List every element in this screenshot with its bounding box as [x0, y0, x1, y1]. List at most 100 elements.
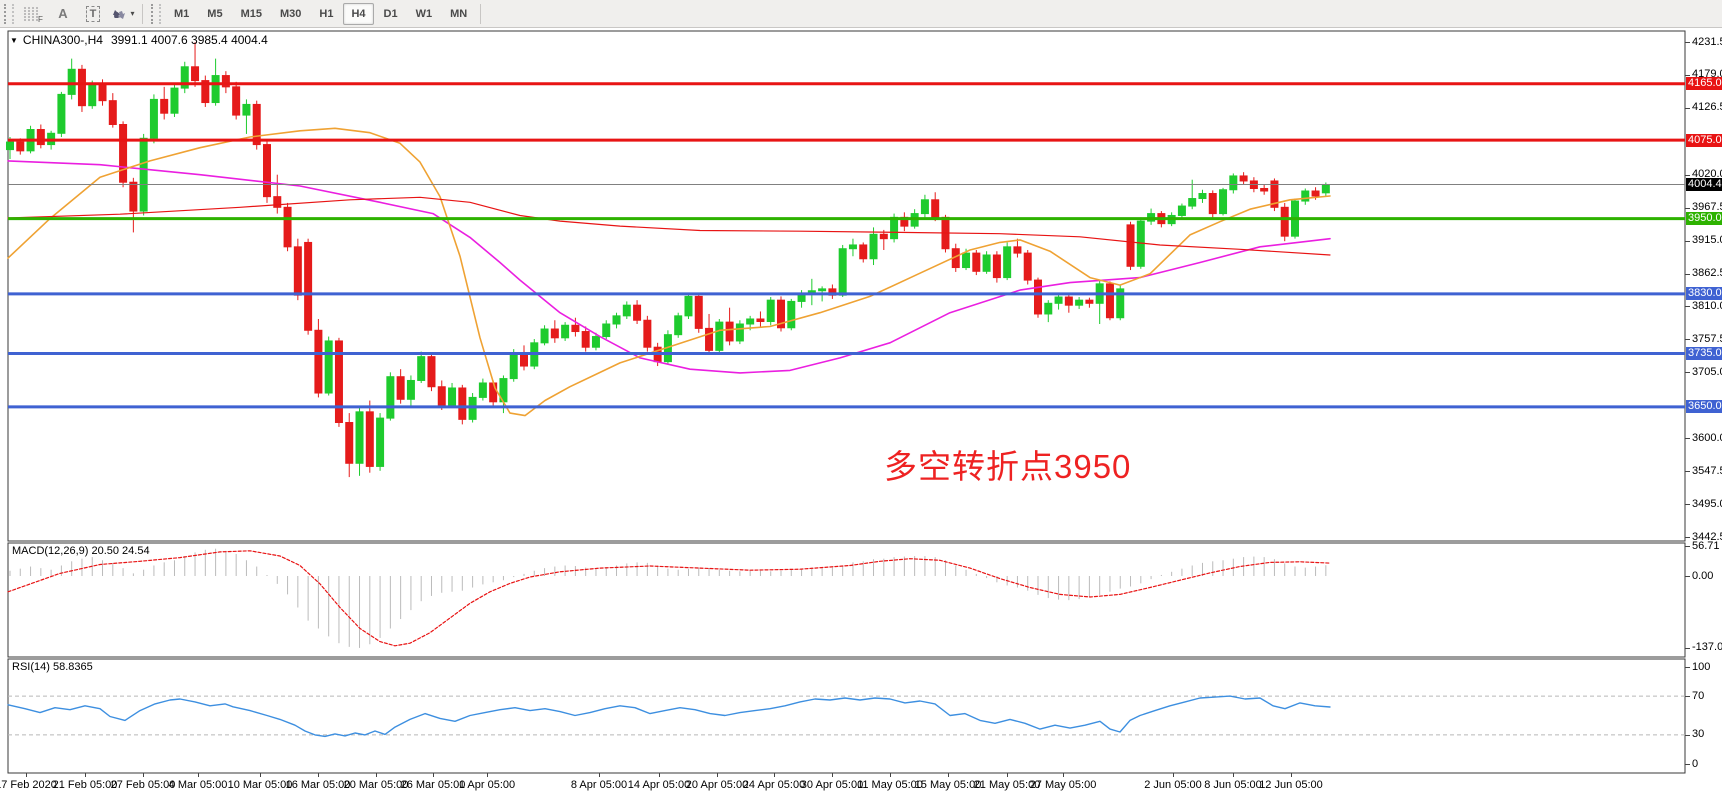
- annotation-text[interactable]: 多空转折点3950: [884, 448, 1132, 485]
- timeframe-button-m30[interactable]: M30: [279, 7, 302, 20]
- toolbar-drag-handle[interactable]: [4, 3, 14, 24]
- date-tick-label: 1 Apr 05:00: [458, 779, 516, 791]
- ma-line-orange: [7, 127, 1331, 417]
- candle-body: [735, 323, 744, 342]
- candle-body: [818, 288, 827, 292]
- date-tick-label: 20 Mar 05:00: [343, 779, 409, 791]
- candle-body: [437, 386, 446, 407]
- date-tick-mark: [143, 773, 144, 777]
- toolbar-separator: [142, 3, 143, 24]
- price-tick-label: 3862.5: [1692, 267, 1722, 279]
- candle-body: [263, 144, 271, 198]
- price-tick-label: 4126.5: [1692, 101, 1722, 114]
- candle-body: [622, 304, 631, 317]
- candle-body: [129, 181, 138, 212]
- arrows-tool-button[interactable]: ▾: [110, 2, 136, 26]
- date-tick-label: 17 Feb 2020: [0, 779, 57, 791]
- price-tick-label: 3705.0: [1692, 365, 1722, 378]
- candle-body: [962, 252, 971, 269]
- candle-body: [1085, 299, 1094, 304]
- date-tick-mark: [599, 773, 600, 777]
- candle-body: [88, 83, 97, 107]
- axis-tick-mark: [1685, 667, 1690, 668]
- fibonacci-tool-button[interactable]: F: [20, 2, 46, 26]
- candle-body: [1003, 246, 1012, 279]
- candle-body: [879, 233, 888, 240]
- candle-body: [859, 244, 868, 260]
- candle-body: [108, 100, 117, 126]
- arrows-icon: [113, 9, 126, 19]
- candle-body: [170, 87, 179, 114]
- candle-body: [98, 83, 107, 102]
- candle-body: [509, 352, 518, 380]
- price-tick-label: 3810.0: [1692, 299, 1722, 312]
- date-tick-label: 27 May 05:00: [1029, 779, 1097, 791]
- candle-body: [694, 295, 703, 329]
- macd-scale-label: -137.01: [1692, 641, 1722, 654]
- timeframe-button-h4[interactable]: H4: [343, 2, 374, 25]
- date-tick-mark: [433, 773, 434, 777]
- candle-body: [427, 356, 436, 388]
- candle-body: [57, 93, 66, 134]
- candle-body: [1044, 302, 1053, 315]
- date-tick-label: 26 Mar 05:00: [400, 779, 466, 791]
- timeframe-button-d1[interactable]: D1: [383, 7, 398, 20]
- candle-body: [890, 216, 899, 240]
- date-tick-label: 21 May 05:00: [973, 779, 1041, 791]
- candle-body: [602, 323, 611, 338]
- price-tick-label: 4020.0: [1692, 168, 1722, 181]
- candle-body: [386, 376, 395, 419]
- rsi-scale-label: 0: [1692, 757, 1699, 770]
- label-tool-button[interactable]: T: [80, 2, 106, 26]
- timeframe-button-mn[interactable]: MN: [450, 7, 468, 20]
- candle-body: [77, 68, 86, 107]
- candle-body: [633, 304, 642, 321]
- candle-body: [221, 75, 230, 88]
- toolbar-drag-handle[interactable]: [151, 3, 161, 24]
- candle-body: [1054, 296, 1063, 304]
- candle-body: [448, 387, 457, 407]
- candle-body: [355, 411, 364, 464]
- candle-body: [232, 86, 241, 116]
- candle-body: [550, 328, 559, 339]
- axis-tick-mark: [1685, 734, 1690, 736]
- candle-body: [273, 196, 282, 208]
- candle-body: [468, 396, 477, 420]
- rsi-scale-label: 30: [1692, 728, 1705, 741]
- candle-body: [458, 387, 467, 420]
- timeframe-button-m15[interactable]: M15: [240, 7, 262, 20]
- price-tick-label: 3600.0: [1692, 431, 1722, 444]
- candle-body: [612, 315, 621, 325]
- timeframe-button-m1[interactable]: M1: [174, 7, 190, 20]
- date-tick-mark: [26, 773, 27, 777]
- date-tick-label: 24 Apr 05:00: [742, 779, 806, 791]
- candle-body: [139, 137, 148, 212]
- candle-body: [1270, 180, 1279, 208]
- candle-body: [1321, 183, 1330, 194]
- candle-body: [777, 299, 785, 329]
- candle-body: [705, 327, 714, 351]
- timeframe-button-group: M1 M5 M15 M30 H1 H4 D1 W1 MN: [165, 2, 476, 25]
- symbol-title[interactable]: ▼ CHINA300-,H4 3991.1 4007.6 3985.4 4004…: [10, 33, 268, 47]
- timeframe-button-m5[interactable]: M5: [207, 7, 223, 20]
- date-tick-label: 14 Apr 05:00: [627, 779, 691, 791]
- candle-body: [1311, 190, 1320, 197]
- chart-plot-area[interactable]: [0, 28, 1722, 793]
- date-tick-label: 2 Jun 05:00: [1144, 779, 1202, 791]
- candle-body: [540, 328, 549, 344]
- price-badge-4165.0: 4165.0: [1686, 77, 1722, 91]
- date-tick-label: 16 Mar 05:00: [285, 779, 351, 791]
- toolbar-separator: [480, 3, 482, 24]
- timeframe-button-w1[interactable]: W1: [415, 7, 433, 20]
- date-tick-label: 20 Apr 05:00: [685, 779, 749, 791]
- chevron-down-icon: ▼: [10, 35, 18, 45]
- text-tool-button[interactable]: A: [50, 2, 76, 26]
- date-tick-label: 27 Feb 05:00: [110, 779, 176, 791]
- date-tick-mark: [1233, 773, 1234, 777]
- date-tick-mark: [659, 773, 660, 777]
- candle-body: [1075, 299, 1084, 306]
- candle-body: [396, 376, 405, 400]
- candle-body: [1188, 198, 1197, 207]
- timeframe-button-h1[interactable]: H1: [319, 7, 334, 20]
- candle-body: [571, 324, 580, 333]
